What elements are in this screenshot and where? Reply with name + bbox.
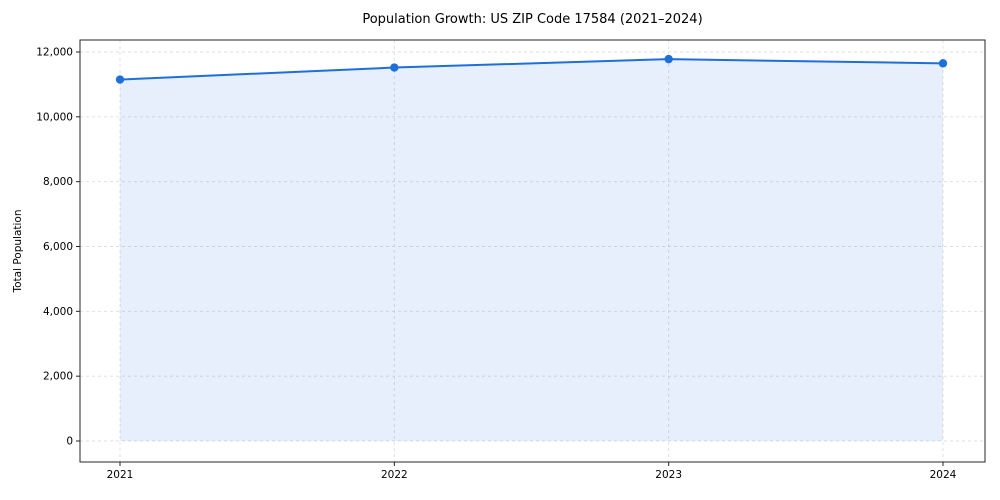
axis-frame: [79, 39, 986, 463]
data-point-marker: [390, 63, 399, 72]
x-tick-label: 2023: [655, 469, 682, 481]
y-tick-label: 10,000: [36, 111, 73, 123]
x-tick-label: 2022: [381, 469, 408, 481]
y-tick-label: 8,000: [43, 176, 73, 188]
y-tick-label: 2,000: [43, 371, 73, 383]
x-tick-label: 2021: [107, 469, 134, 481]
chart-title: Population Growth: US ZIP Code 17584 (20…: [362, 12, 703, 27]
y-tick-label: 0: [66, 436, 73, 448]
area-fill: [120, 59, 943, 442]
data-point-marker: [938, 59, 948, 68]
y-tick-label: 6,000: [43, 241, 73, 253]
x-tick-label: 2024: [930, 469, 957, 481]
series-line: [119, 58, 944, 81]
data-point-marker: [664, 54, 673, 64]
y-tick-label: 12,000: [36, 47, 73, 59]
y-tick-label: 4,000: [43, 306, 73, 318]
data-point-marker: [115, 75, 125, 84]
